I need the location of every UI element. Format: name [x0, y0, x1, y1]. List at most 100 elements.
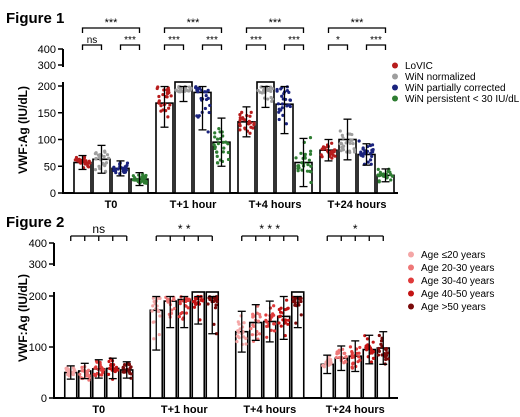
- figure2-y-tick-label: 0: [41, 393, 47, 405]
- figure2-data-point: [201, 299, 205, 303]
- figure2-data-point: [379, 339, 384, 343]
- figure1-legend-label: WiN persistent < 30 IU/dL: [405, 94, 520, 105]
- figure1-data-point: [285, 104, 289, 108]
- figure1-data-point: [277, 110, 281, 114]
- figure1-data-point: [288, 98, 293, 102]
- figure1-data-point: [165, 95, 169, 99]
- figure1-data-point: [88, 161, 92, 165]
- figure1-sig-label: ns: [87, 35, 98, 46]
- figure1-data-point: [74, 155, 79, 160]
- figure2-data-point: [157, 309, 161, 314]
- figure1-data-point: [116, 167, 120, 171]
- figure2-data-point: [351, 361, 355, 365]
- figure1-y-tick-label: 200: [38, 81, 56, 93]
- figure1-sig-label: ***: [351, 17, 365, 29]
- figure1-data-point: [112, 168, 116, 173]
- figure2-data-point: [84, 372, 88, 376]
- figure1-data-point: [275, 87, 279, 92]
- figure2-legend-marker: [408, 290, 414, 297]
- figure2-data-point: [265, 335, 269, 339]
- figure2-data-point: [272, 304, 276, 308]
- figure1-legend-marker: [392, 84, 398, 91]
- figure2-data-point: [172, 297, 176, 302]
- figure1-data-point: [352, 147, 356, 151]
- figure1-data-point: [300, 161, 304, 165]
- figure2-data-point: [151, 296, 155, 300]
- figure2-data-point: [383, 352, 387, 356]
- figure1-data-point: [94, 156, 98, 161]
- figure1-data-point: [330, 141, 334, 145]
- figure1-data-point: [238, 122, 242, 126]
- figure2-data-point: [238, 327, 242, 331]
- figure2-bar: [191, 291, 206, 399]
- figure2-data-point: [114, 367, 118, 371]
- figure1-data-point: [294, 156, 298, 160]
- figure2-data-point: [337, 349, 341, 353]
- figure1-data-point: [198, 86, 202, 90]
- figure1-data-point: [351, 142, 355, 146]
- figure1-data-point: [105, 153, 110, 157]
- figure2-data-point: [242, 321, 246, 325]
- figure1-x-tick-label: T+4 hours: [249, 199, 302, 211]
- figure1-data-point: [332, 150, 336, 154]
- figure2-data-point: [213, 306, 218, 310]
- figure1-data-point: [320, 155, 324, 159]
- figure2-data-point: [377, 333, 381, 338]
- figure2-data-point: [272, 329, 277, 333]
- figure1-data-point: [284, 122, 288, 126]
- figure1-data-point: [296, 166, 300, 171]
- figure1-data-point: [360, 153, 365, 158]
- figure2-data-point: [350, 365, 354, 369]
- figure1-sig-bracket-left: [81, 44, 103, 50]
- figure1-data-point: [338, 129, 342, 133]
- figure1-data-point: [377, 180, 381, 184]
- figure2-data-point: [335, 352, 339, 356]
- figure2-legend-marker: [408, 251, 414, 258]
- figure1-data-point: [279, 108, 283, 112]
- figure1-data-point: [306, 162, 310, 167]
- figure2-sig-label: ns: [92, 222, 105, 236]
- figure1-data-point: [341, 148, 346, 152]
- figure2-data-point: [156, 296, 160, 300]
- figure1-data-point: [348, 141, 352, 145]
- figure1-data-point: [371, 148, 375, 152]
- figure1-data-point: [82, 155, 87, 159]
- figure2-legend-label: Age ≤20 years: [421, 250, 485, 261]
- figure2-data-point: [127, 362, 131, 366]
- figure2-data-point: [283, 318, 288, 322]
- figure1-x-tick-label: T+24 hours: [328, 199, 387, 211]
- figure1-y-tick-label: 300: [38, 60, 56, 72]
- figure1-data-point: [93, 168, 98, 172]
- figure1-data-point: [222, 146, 226, 150]
- figure2-y-axis-label: VWF:Ag (IU/dL): [16, 274, 30, 362]
- figure2-legend-marker: [408, 277, 414, 284]
- figure1-data-point: [221, 150, 225, 154]
- figure1-data-point: [361, 146, 365, 150]
- figure2-data-point: [342, 351, 346, 355]
- figure1-data-point: [206, 130, 210, 134]
- figure1-data-point: [120, 166, 125, 170]
- figure1-sig-label: ***: [105, 17, 119, 29]
- figure1-data-point: [103, 149, 107, 153]
- figure1-data-point: [308, 152, 313, 156]
- figure2-legend-label: Age 40-50 years: [421, 289, 494, 300]
- figure2-data-point: [371, 340, 375, 344]
- figure2-data-point: [186, 306, 190, 310]
- figure1-data-point: [370, 143, 375, 147]
- figure1-data-point: [175, 89, 179, 93]
- figure2-data-point: [286, 322, 290, 326]
- figure1-data-point: [285, 88, 289, 93]
- figure1-data-point: [159, 104, 163, 108]
- figure1-data-point: [203, 106, 207, 111]
- figure2-data-point: [342, 361, 346, 365]
- figure1-data-point: [281, 113, 285, 117]
- figure2-data-point: [258, 315, 262, 319]
- figure1-data-point: [93, 152, 98, 156]
- figure2-data-point: [358, 345, 362, 350]
- figure2-data-point: [377, 349, 381, 353]
- figure2-data-point: [178, 302, 182, 306]
- figure1-data-point: [206, 88, 210, 92]
- figure1-data-point: [102, 154, 106, 159]
- figure1-data-point: [194, 85, 198, 90]
- figure1-data-point: [144, 181, 148, 185]
